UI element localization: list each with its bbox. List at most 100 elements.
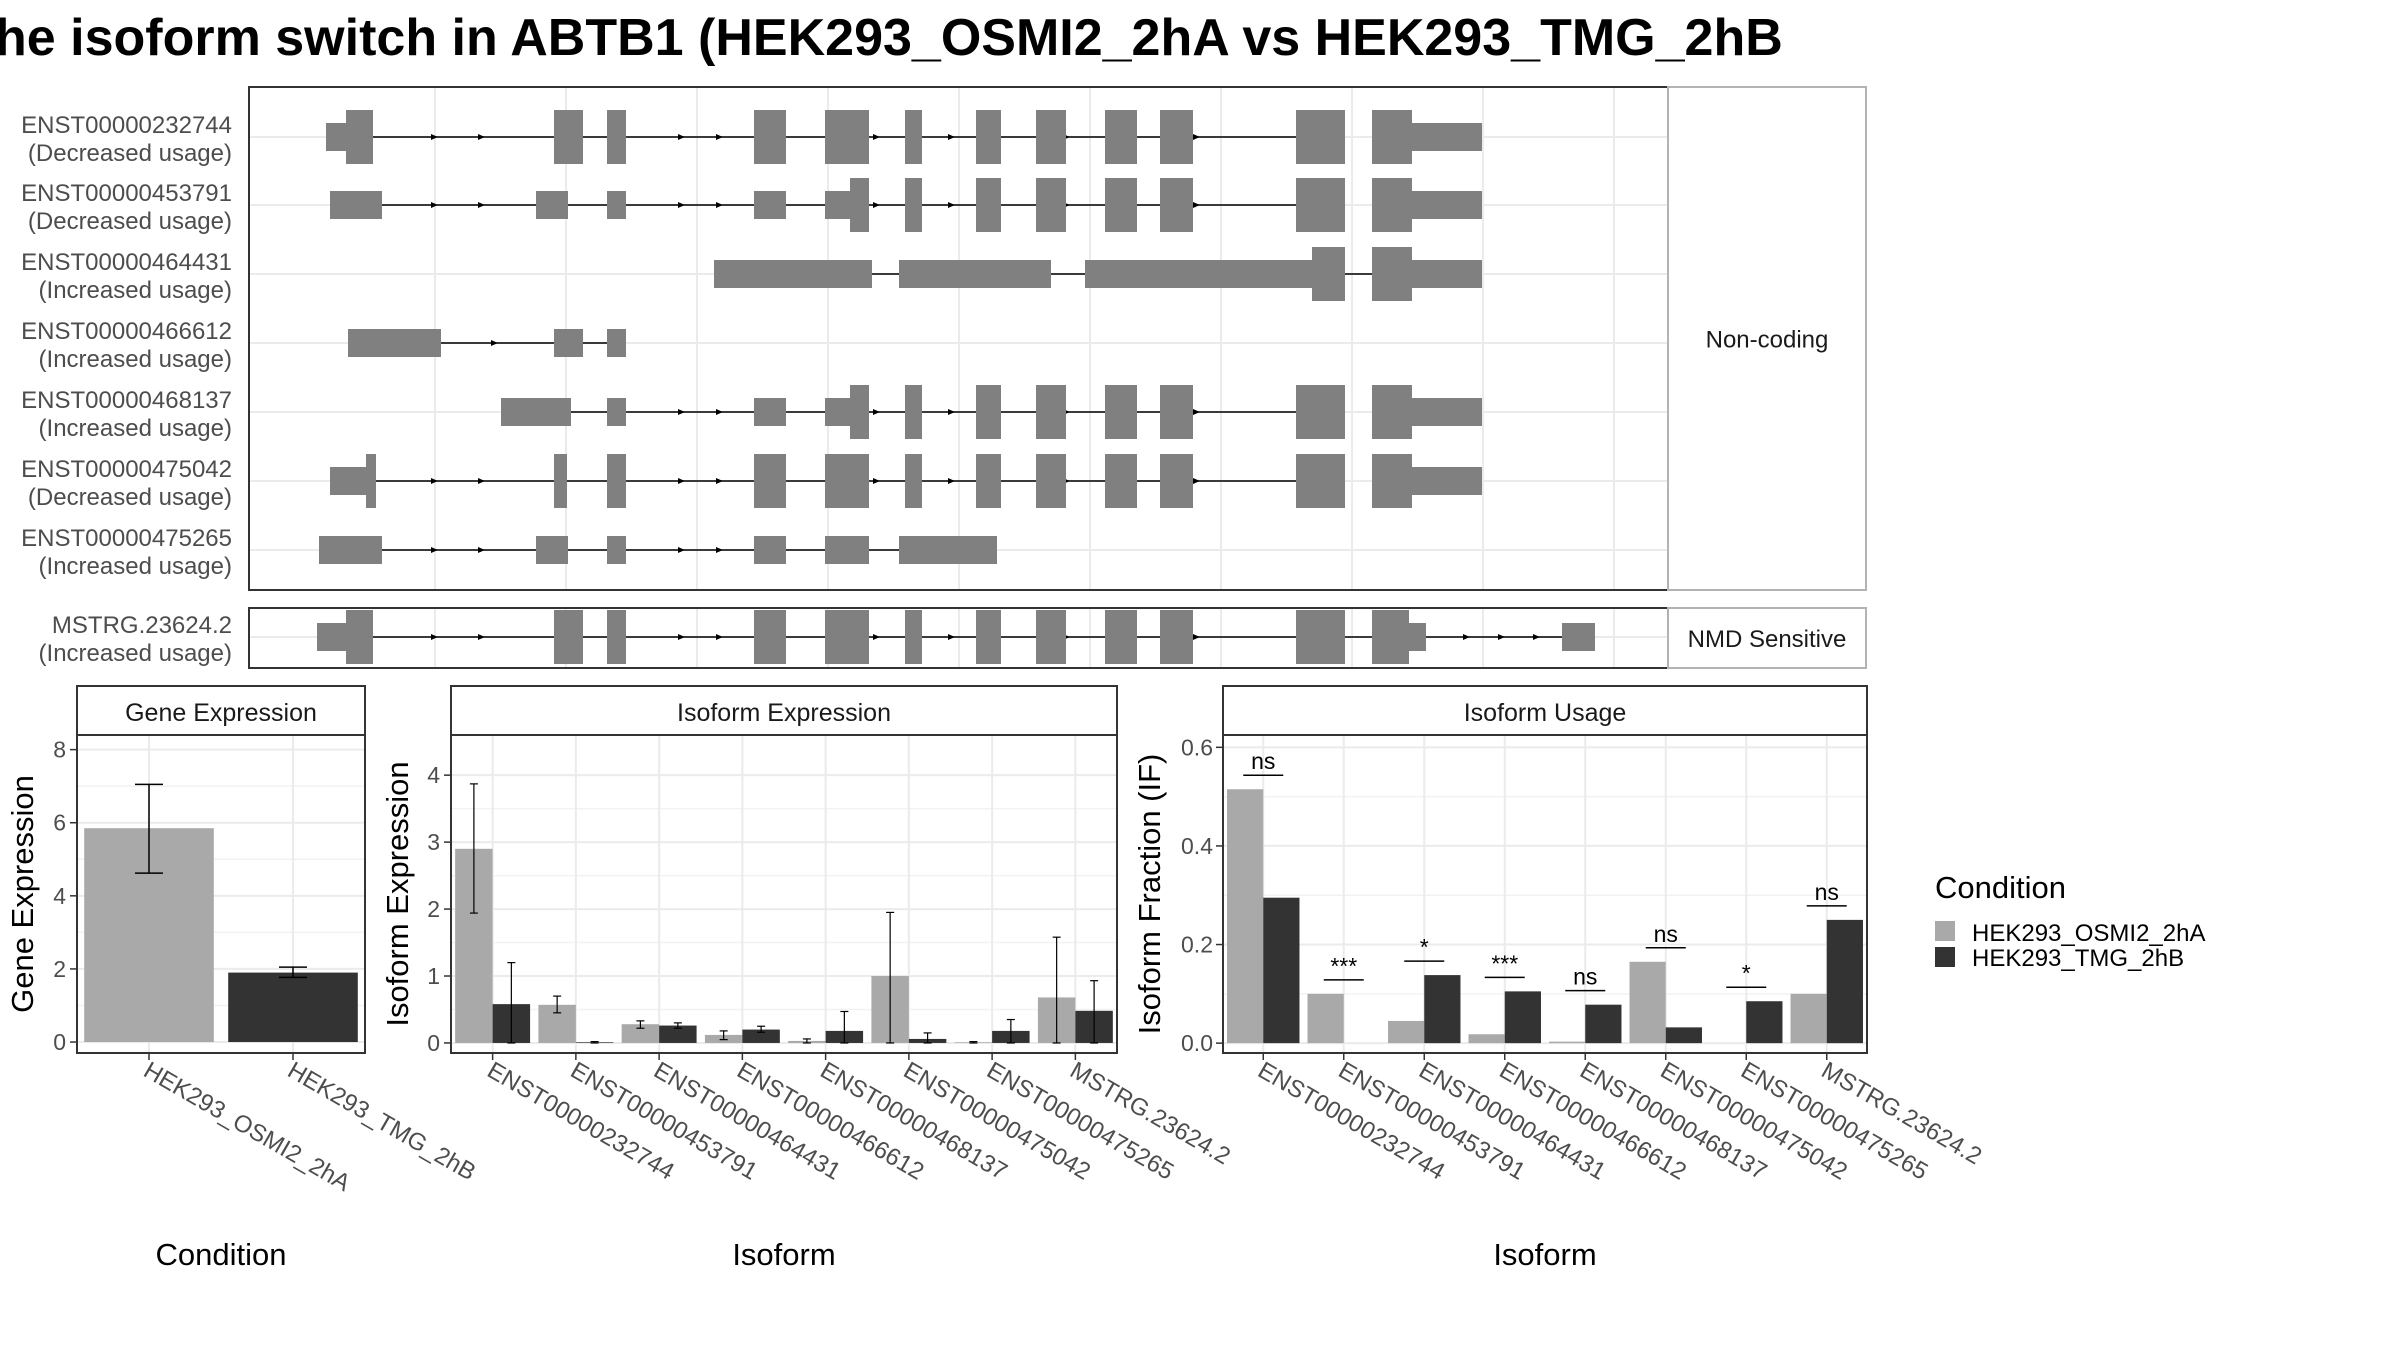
y-tick-label: 8 [53,737,66,763]
direction-arrow [478,478,485,484]
transcript-usage-label: (Increased usage) [39,346,232,373]
direction-arrow [1193,478,1200,484]
direction-arrow [948,202,955,208]
y-tick-label: 4 [53,883,66,909]
transcript-usage-label: (Increased usage) [39,553,232,580]
exon-block [905,385,922,439]
legend-title: Condition [1935,870,2066,905]
bar-1 [228,972,358,1043]
direction-arrow [948,478,955,484]
direction-arrow [478,134,485,140]
exon-block [319,536,382,564]
exon-block [554,454,567,508]
bar-1-3 [742,1029,780,1043]
y-tick-label: 0.4 [1181,833,1213,859]
exon-block [536,536,568,564]
exon-block [754,610,786,664]
exon-block [976,178,1001,232]
exon-block [554,610,583,664]
exon-block [501,398,571,426]
direction-arrow [431,634,438,640]
significance-label: ns [1815,879,1839,905]
exon-block [976,385,1001,439]
direction-arrow [478,202,485,208]
exon-block [1372,454,1412,508]
exon-block [825,398,850,426]
exon-block [1105,110,1137,164]
exon-block [905,178,922,232]
direction-arrow [716,634,723,640]
transcript-row: ENST00000475042(Decreased usage) [21,454,1482,511]
direction-arrow [1463,634,1470,640]
exon-block [754,110,786,164]
figure-title: he isoform switch in ABTB1 (HEK293_OSMI2… [0,9,1783,67]
direction-arrow [873,134,880,140]
exon-block [899,260,1051,288]
exon-block [607,536,626,564]
direction-arrow [678,409,685,415]
exon-block [754,454,786,508]
exon-block [1562,623,1595,651]
x-axis-title: Isoform [732,1237,835,1272]
exon-block [607,110,626,164]
y-tick-label: 0.0 [1181,1030,1213,1056]
bar-1-2 [1424,975,1461,1044]
direction-arrow [1533,634,1540,640]
exon-block [607,191,626,219]
direction-arrow [716,478,723,484]
significance-label: * [1420,934,1429,960]
bar-0-7 [1790,993,1827,1044]
bar-0-2 [621,1024,660,1043]
exon-block [905,110,922,164]
direction-arrow [873,478,880,484]
facet-strip [1667,86,1867,591]
y-tick-label: 3 [427,829,440,855]
transcript-row: MSTRG.23624.2(Increased usage) [39,610,1595,667]
exon-block [1105,454,1137,508]
bar-1-2 [659,1025,697,1043]
exon-block [1372,247,1412,301]
significance-label: *** [1491,950,1518,976]
exon-block [825,610,869,664]
direction-arrow [716,134,723,140]
direction-arrow [948,409,955,415]
exon-block [825,110,869,164]
direction-arrow [948,134,955,140]
y-tick-label: 6 [53,810,66,836]
exon-block [346,110,373,164]
structure-group-1: NMD Sensitive MSTRG.23624.2(Increased usa… [39,607,1867,669]
exon-block [714,260,872,288]
exon-block [825,191,850,219]
exon-block [1312,247,1345,301]
exon-block [1412,398,1482,426]
exon-block [1160,385,1193,439]
direction-arrow [491,340,498,346]
transcript-id-label: ENST00000232744 [21,112,232,139]
transcript-row: ENST00000232744(Decreased usage) [21,110,1482,167]
exon-block [317,623,346,651]
transcript-usage-label: (Increased usage) [39,277,232,304]
chart-panel-border [1222,734,1868,1054]
chart-strip [76,685,366,736]
direction-arrow [1193,409,1200,415]
exon-block [1296,454,1345,508]
exon-block [850,178,869,232]
facet-strip-label: Non-coding [1706,327,1829,354]
exon-block [607,329,626,357]
significance-label: ns [1654,921,1678,947]
exon-block [976,110,1001,164]
exon-block [1105,385,1137,439]
bar-1-4 [1585,1004,1622,1044]
exon-block [1036,610,1066,664]
transcript-usage-label: (Decreased usage) [28,484,232,511]
transcript-id-label: ENST00000466612 [21,318,232,345]
facet-strip [1667,607,1867,669]
y-tick-label: 0.2 [1181,932,1213,958]
y-tick-label: 0.6 [1181,734,1213,760]
bar-charts: Gene Expression02468HEK293_OSMI2_2hAHEK2… [5,685,1986,1272]
direction-arrow [678,134,685,140]
chart-title: Gene Expression [125,699,317,727]
transcript-id-label: ENST00000468137 [21,387,232,414]
legend-item-cond1: HEK293_OSMI2_2hA [1972,920,2205,947]
